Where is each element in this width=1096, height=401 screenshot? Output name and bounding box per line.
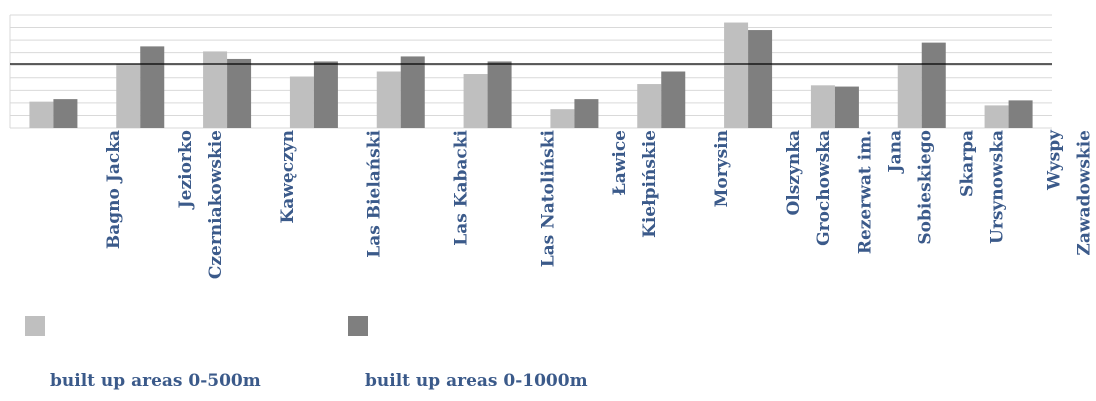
x-tick-label: Jeziorko Czerniakowskie — [176, 130, 226, 279]
bar — [724, 22, 749, 128]
x-tick-label: Olszynka Grochowska — [784, 130, 834, 246]
legend-swatch — [25, 316, 45, 336]
x-tick-label: Las Natoliński — [538, 129, 558, 267]
bar — [227, 58, 252, 128]
bar — [637, 84, 662, 128]
x-tick-label: Las Kabacki — [452, 129, 472, 245]
x-tick-label: Skarpa Ursynowska — [958, 130, 1008, 244]
x-tick-label: Las Bielański — [365, 129, 385, 257]
bar — [53, 99, 78, 128]
bar — [1008, 100, 1033, 128]
bar — [487, 61, 512, 129]
bar — [921, 42, 946, 128]
x-tick-label: Bagno Jacka — [104, 130, 124, 249]
bar — [984, 105, 1009, 128]
bar — [116, 63, 141, 128]
legend-label: built up areas 0-500m — [50, 371, 261, 391]
x-tick-label: Ławice Kiełpińskie — [610, 130, 660, 238]
bar — [748, 30, 773, 128]
bar — [29, 101, 54, 128]
bar — [661, 71, 686, 128]
bar — [203, 51, 228, 128]
legend-swatch — [348, 316, 368, 336]
x-tick-label: Rezerwat im. Jana Sobieskiego — [856, 130, 936, 254]
x-tick-label: Kawęczyn — [278, 130, 298, 223]
bar — [289, 76, 314, 128]
x-tick-label: Morysin — [712, 130, 732, 207]
bar — [574, 99, 599, 128]
bar — [834, 86, 859, 128]
bar — [313, 61, 338, 129]
x-tick-label: Wyspy Zawadowskie — [1044, 129, 1094, 256]
legend-label: built up areas 0-1000m — [365, 371, 588, 391]
bar — [550, 109, 575, 128]
bar — [140, 46, 165, 129]
bar — [810, 85, 835, 128]
bar — [897, 63, 922, 128]
bar — [400, 56, 425, 128]
bar — [376, 71, 401, 128]
bar — [463, 74, 488, 128]
